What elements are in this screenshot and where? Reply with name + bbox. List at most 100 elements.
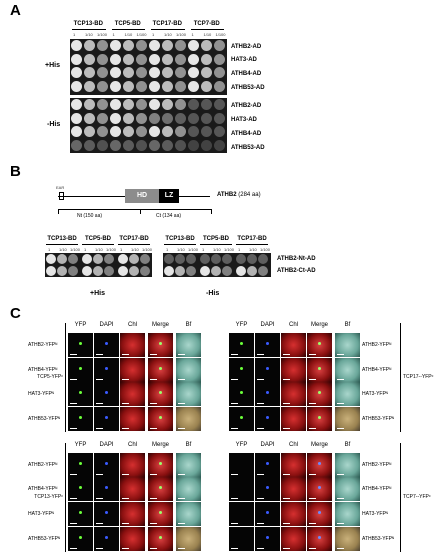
scale-bar — [122, 547, 129, 549]
lz-label: LZ — [164, 192, 174, 199]
lz-domain: LZ — [159, 189, 179, 203]
panel-b-column-underline — [164, 244, 196, 245]
yeast-spot — [222, 265, 232, 276]
panel-c-channel-header: Bf — [344, 442, 351, 448]
micrograph-panel — [176, 407, 201, 431]
panel-a-column-underline — [72, 29, 106, 30]
scale-bar — [283, 473, 290, 475]
scale-bar — [283, 427, 290, 429]
panel-a-dilution-label: 1/10 — [85, 32, 93, 37]
merge-nucleus-signal — [159, 462, 162, 465]
hd-label: HD — [136, 192, 148, 199]
micrograph-panel — [176, 333, 201, 357]
panel-b-column-header: TCP13-BD — [165, 236, 195, 242]
yeast-spot — [214, 99, 225, 110]
scale-bar — [257, 547, 264, 549]
scale-bar — [337, 353, 344, 355]
scale-bar — [150, 402, 157, 404]
scale-bar — [309, 547, 316, 549]
micrograph-panel — [255, 358, 280, 382]
yeast-spot — [186, 265, 196, 276]
yeast-spot — [236, 265, 246, 276]
yeast-spot — [84, 53, 95, 65]
micrograph-panel — [255, 477, 280, 501]
panel-a-row-label: ATHB53-AD — [231, 145, 265, 151]
yeast-spot — [188, 67, 199, 78]
merge-nucleus-signal — [318, 511, 321, 514]
panel-a-dilution-label: 1 — [191, 32, 194, 37]
panel-c-row-label: ATHB4-YFPᴺ — [28, 486, 58, 492]
scale-bar — [150, 473, 157, 475]
micrograph-panel — [255, 453, 280, 477]
scale-bar — [70, 402, 77, 404]
panel-a-dilution-label: 1/10 — [203, 32, 212, 37]
panel-c-channel-header: DAPI — [99, 322, 114, 328]
yeast-spot — [118, 265, 128, 276]
yeast-spot — [247, 265, 257, 276]
panel-c-row-label: ATHB2-YFPᴺ — [362, 342, 392, 348]
merge-nucleus-signal — [318, 416, 321, 419]
micrograph-panel — [307, 407, 332, 431]
merge-nucleus-signal — [159, 367, 162, 370]
scale-bar — [70, 353, 77, 355]
panel-a-row-label: HAT3-AD — [231, 57, 257, 63]
panel-b-dilution-label: 1/10 — [59, 247, 67, 252]
yeast-spot — [71, 67, 82, 78]
micrograph-panel — [176, 502, 201, 526]
yfp-nucleus-signal — [240, 391, 243, 394]
dapi-nucleus-signal — [266, 367, 269, 370]
panel-b-row-label: ATHB2-Ct-AD — [277, 268, 316, 274]
panel-a-column-header: TCP5-BD — [114, 21, 141, 27]
scale-bar — [283, 547, 290, 549]
yeast-spot — [162, 112, 173, 124]
yeast-spot — [175, 67, 186, 78]
yeast-spot — [84, 139, 95, 151]
micrograph-panel — [148, 502, 173, 526]
scale-bar — [309, 427, 316, 429]
panel-b-column-header: TCP13-BD — [47, 236, 77, 242]
panel-b-dilution-label: 1/100 — [260, 247, 271, 252]
scale-bar — [257, 353, 264, 355]
panel-c-channel-header: Chl — [127, 442, 137, 448]
yeast-spot — [175, 254, 185, 264]
panel-c-bracket — [400, 443, 401, 552]
panel-c-row-label: ATHB2-YFPᴺ — [362, 462, 392, 468]
merge-nucleus-signal — [159, 416, 162, 419]
dapi-nucleus-signal — [266, 416, 269, 419]
micrograph-panel — [120, 407, 145, 431]
yeast-spot — [82, 254, 92, 264]
micrograph-panel — [229, 453, 254, 477]
yeast-spot — [82, 265, 92, 276]
yeast-spot — [140, 265, 150, 276]
yeast-spot — [162, 80, 173, 92]
dapi-nucleus-signal — [105, 486, 108, 489]
ct-label: Ct (134 aa) — [156, 213, 182, 219]
scale-bar — [309, 522, 316, 524]
panel-b-dilution-label: 1/10 — [249, 247, 257, 252]
merge-nucleus-signal — [318, 367, 321, 370]
yeast-spot — [84, 40, 95, 51]
panel-b-dilution-label: 1/10 — [95, 247, 103, 252]
micrograph-panel — [68, 453, 93, 477]
panel-a-dilution-label: 1/100 — [176, 32, 187, 37]
micrograph-panel — [281, 502, 306, 526]
yfp-nucleus-signal — [79, 416, 82, 419]
panel-c-bracket — [400, 323, 401, 432]
panel-c-channel-header: Merge — [310, 442, 328, 448]
scale-bar — [257, 522, 264, 524]
panel-c-channel-header: YFP — [235, 442, 248, 448]
scale-bar — [309, 473, 316, 475]
yeast-spot — [149, 112, 160, 124]
panel-c-row-label: ATHB53-YFPᴺ — [362, 536, 395, 542]
panel-a-minus-his-label: -His — [47, 121, 61, 128]
panel-a-dilution-label: 1 — [112, 32, 115, 37]
panel-b-plus-his-label: +His — [90, 290, 105, 297]
yeast-spot — [84, 112, 95, 124]
panel-c-row-label: HAT3-YFPᴺ — [28, 511, 54, 517]
micrograph-panel — [335, 333, 360, 357]
yeast-spot — [222, 254, 232, 264]
panel-b-column-header: TCP5-BD — [202, 236, 229, 242]
yeast-spot — [110, 139, 121, 151]
yeast-spot — [123, 80, 134, 92]
panel-b-column-underline — [46, 244, 78, 245]
